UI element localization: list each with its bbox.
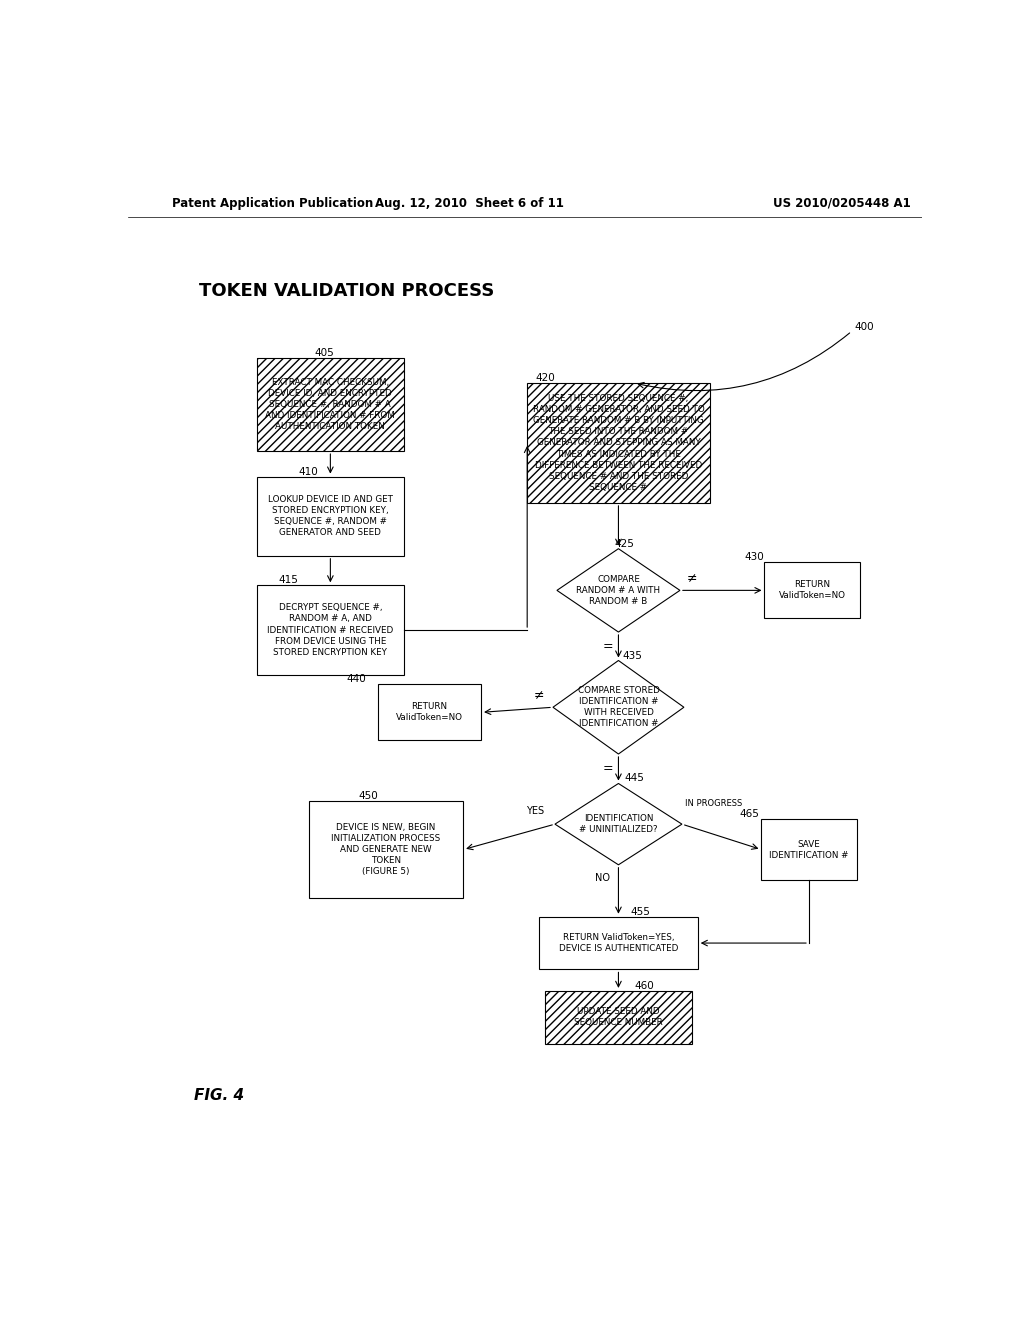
Text: UPDATE SEED AND
SEQUENCE NUMBER: UPDATE SEED AND SEQUENCE NUMBER xyxy=(574,1007,663,1027)
Text: NO: NO xyxy=(595,873,610,883)
Text: IN PROGRESS: IN PROGRESS xyxy=(685,800,742,808)
Text: Aug. 12, 2010  Sheet 6 of 11: Aug. 12, 2010 Sheet 6 of 11 xyxy=(375,197,563,210)
Bar xyxy=(527,383,710,503)
Bar xyxy=(761,818,856,880)
Text: =: = xyxy=(603,762,613,775)
Text: FIG. 4: FIG. 4 xyxy=(195,1088,245,1104)
Text: 460: 460 xyxy=(634,981,654,991)
Bar xyxy=(257,358,403,451)
Bar xyxy=(545,991,692,1044)
Text: 405: 405 xyxy=(314,347,334,358)
Text: US 2010/0205448 A1: US 2010/0205448 A1 xyxy=(773,197,911,210)
Text: EXTRACT MAC CHECKSUM,
DEVICE ID, AND ENCRYPTED
SEQUENCE #, RANDOM # A
AND IDENTI: EXTRACT MAC CHECKSUM, DEVICE ID, AND ENC… xyxy=(265,378,395,432)
Text: 465: 465 xyxy=(739,809,759,818)
Bar xyxy=(545,991,692,1044)
Bar xyxy=(257,585,403,675)
Bar xyxy=(539,916,697,969)
Bar xyxy=(308,801,463,898)
Polygon shape xyxy=(555,784,682,865)
Text: DECRYPT SEQUENCE #,
RANDOM # A, AND
IDENTIFICATION # RECEIVED
FROM DEVICE USING : DECRYPT SEQUENCE #, RANDOM # A, AND IDEN… xyxy=(267,603,393,657)
Text: TOKEN VALIDATION PROCESS: TOKEN VALIDATION PROCESS xyxy=(200,281,495,300)
Text: COMPARE
RANDOM # A WITH
RANDOM # B: COMPARE RANDOM # A WITH RANDOM # B xyxy=(577,574,660,606)
Text: SAVE
IDENTIFICATION #: SAVE IDENTIFICATION # xyxy=(769,840,849,859)
Bar xyxy=(257,477,403,556)
Text: ≠: ≠ xyxy=(687,570,697,583)
Text: USE THE STORED SEQUENCE #,
RANDOM # GENERATOR, AND SEED TO
GENERATE RANDOM # B B: USE THE STORED SEQUENCE #, RANDOM # GENE… xyxy=(532,395,705,492)
Text: RETURN
ValidToken=NO: RETURN ValidToken=NO xyxy=(396,702,463,722)
Text: RETURN
ValidToken=NO: RETURN ValidToken=NO xyxy=(778,581,846,601)
Text: COMPARE STORED
IDENTIFICATION #
WITH RECEIVED
IDENTIFICATION #: COMPARE STORED IDENTIFICATION # WITH REC… xyxy=(578,686,659,729)
Text: LOOKUP DEVICE ID AND GET
STORED ENCRYPTION KEY,
SEQUENCE #, RANDOM #
GENERATOR A: LOOKUP DEVICE ID AND GET STORED ENCRYPTI… xyxy=(268,495,393,537)
Bar xyxy=(765,562,860,618)
Text: 435: 435 xyxy=(623,651,642,660)
Text: 455: 455 xyxy=(631,907,650,916)
Text: YES: YES xyxy=(526,807,544,816)
Bar xyxy=(527,383,710,503)
Text: 440: 440 xyxy=(346,675,366,684)
Text: 425: 425 xyxy=(614,539,634,549)
Text: IDENTIFICATION
# UNINITIALIZED?: IDENTIFICATION # UNINITIALIZED? xyxy=(580,814,657,834)
Text: 430: 430 xyxy=(744,552,764,562)
Text: 410: 410 xyxy=(299,466,318,477)
Text: DEVICE IS NEW, BEGIN
INITIALIZATION PROCESS
AND GENERATE NEW
TOKEN
(FIGURE 5): DEVICE IS NEW, BEGIN INITIALIZATION PROC… xyxy=(332,822,440,876)
Text: Patent Application Publication: Patent Application Publication xyxy=(172,197,373,210)
Text: ≠: ≠ xyxy=(534,688,544,701)
Text: 420: 420 xyxy=(536,374,555,383)
Bar xyxy=(257,358,403,451)
Text: 445: 445 xyxy=(625,774,645,784)
Text: RETURN ValidToken=YES,
DEVICE IS AUTHENTICATED: RETURN ValidToken=YES, DEVICE IS AUTHENT… xyxy=(559,933,678,953)
Polygon shape xyxy=(553,660,684,754)
Text: 450: 450 xyxy=(358,791,378,801)
Text: =: = xyxy=(603,640,613,653)
Polygon shape xyxy=(557,549,680,632)
Text: 400: 400 xyxy=(854,322,873,333)
Text: 415: 415 xyxy=(279,576,299,585)
Bar xyxy=(378,684,481,741)
